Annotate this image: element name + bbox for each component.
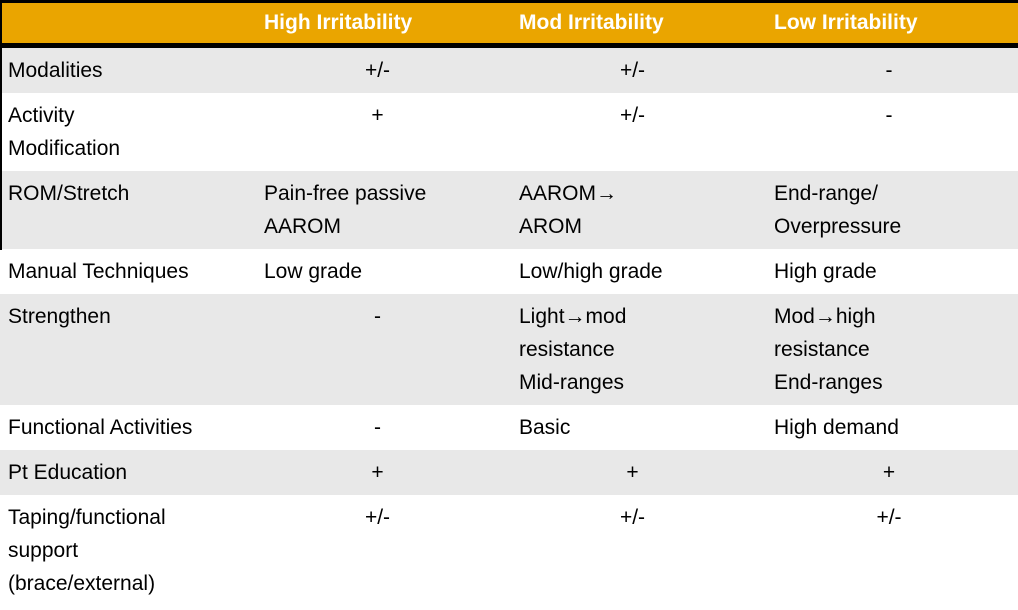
table-row-modalities: Modalities +/- +/- - <box>0 48 1018 93</box>
table-row-pt-education: Pt Education + + + <box>0 450 1018 495</box>
cell-mod: + <box>626 461 639 484</box>
cell-high: - <box>374 305 381 328</box>
cell-mod: AAROM→ AROM <box>519 182 618 238</box>
row-label: Modalities <box>8 59 103 82</box>
cell-high: Pain-free passive AAROM <box>264 182 427 238</box>
cell-high: + <box>371 104 384 127</box>
table-row-strengthen: Strengthen - Light→mod resistance Mid-ra… <box>0 294 1018 405</box>
cell-low: - <box>885 104 893 127</box>
cell-mod: Light→mod resistance Mid-ranges <box>519 305 627 394</box>
row-label: ROM/Stretch <box>8 182 130 205</box>
cell-low: +/- <box>876 506 902 529</box>
cell-low: End-range/ Overpressure <box>774 182 902 238</box>
row-label: Manual Techniques <box>8 260 189 283</box>
table-header-row: High Irritability Mod Irritability Low I… <box>0 3 1018 48</box>
row-label: Strengthen <box>8 305 111 328</box>
header-cell-high-irritability: High Irritability <box>264 11 413 34</box>
table-row-manual-techniques: Manual Techniques Low grade Low/high gra… <box>0 249 1018 294</box>
row-label: Functional Activities <box>8 416 193 439</box>
cell-mod: +/- <box>619 59 646 82</box>
cell-mod: Basic <box>519 416 571 439</box>
row-label: Taping/functional support (brace/externa… <box>8 506 166 595</box>
row-label: Pt Education <box>8 461 128 484</box>
cell-low: + <box>882 461 896 484</box>
cell-high: Low grade <box>264 260 363 283</box>
cell-mod: +/- <box>619 104 646 127</box>
cell-high: +/- <box>364 506 391 529</box>
header-cell-mod-irritability: Mod Irritability <box>519 11 664 34</box>
cell-high: - <box>374 416 381 439</box>
header-cell-low-irritability: Low Irritability <box>774 11 918 34</box>
cell-high: +/- <box>364 59 391 82</box>
row-label: Activity Modification <box>8 104 121 160</box>
table-left-border <box>0 0 2 250</box>
table-row-taping-functional-support: Taping/functional support (brace/externa… <box>0 495 1018 606</box>
cell-low: - <box>885 59 893 82</box>
cell-low: High grade <box>774 260 877 283</box>
cell-mod: +/- <box>619 506 646 529</box>
cell-low: High demand <box>774 416 899 439</box>
cell-low: Mod→high resistance End-ranges <box>774 305 883 394</box>
cell-mod: Low/high grade <box>519 260 663 283</box>
table-row-functional-activities: Functional Activities - Basic High deman… <box>0 405 1018 450</box>
cell-high: + <box>371 461 384 484</box>
table-row-activity-modification: Activity Modification + +/- - <box>0 93 1018 171</box>
table-row-rom-stretch: ROM/Stretch Pain-free passive AAROM AARO… <box>0 171 1018 249</box>
